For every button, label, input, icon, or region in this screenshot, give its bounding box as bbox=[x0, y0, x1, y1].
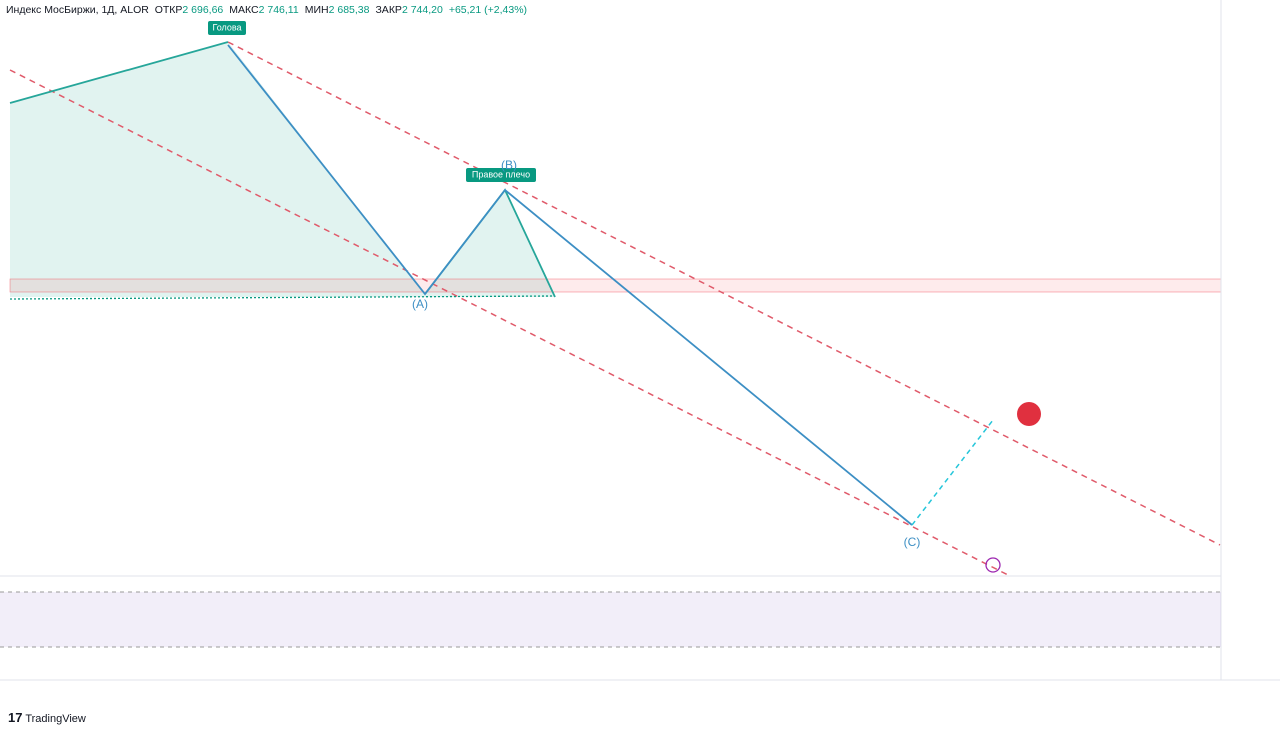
footer: 17 TradingView bbox=[8, 710, 86, 725]
emoji-icon[interactable] bbox=[1017, 402, 1041, 426]
label: МИН bbox=[304, 4, 329, 16]
label: ЗАКР bbox=[375, 4, 402, 16]
label: МАКС bbox=[229, 4, 259, 16]
label-box bbox=[208, 21, 246, 35]
symbol: Индекс МосБиржи, 1Д, ALOR bbox=[6, 4, 149, 16]
channel-upper bbox=[227, 41, 1221, 546]
pattern-fill bbox=[10, 42, 555, 297]
value: 2 696,66 bbox=[182, 4, 224, 16]
label: ОТКР bbox=[154, 4, 183, 16]
wave-line bbox=[227, 44, 913, 526]
channel-lower bbox=[9, 69, 1011, 577]
wave-label: (B) bbox=[501, 158, 517, 172]
label-box bbox=[466, 168, 536, 182]
annotation: Правое плечо bbox=[472, 169, 530, 179]
projection bbox=[911, 419, 994, 526]
event-icon[interactable] bbox=[985, 557, 1001, 573]
logo: 17 bbox=[8, 710, 23, 725]
neckline bbox=[9, 295, 556, 300]
pattern-line bbox=[9, 41, 229, 104]
rsi-band bbox=[0, 592, 1221, 647]
value: 2 685,38 bbox=[328, 4, 370, 16]
annotation: Голова bbox=[212, 22, 241, 32]
wave-label: (A) bbox=[412, 297, 428, 311]
change: +65,21 (+2,43%) bbox=[448, 4, 528, 16]
value: 2 744,20 bbox=[401, 4, 443, 16]
brand: TradingView bbox=[25, 713, 86, 725]
legend: Индекс МосБиржи, 1Д, ALOR ОТКР2 696,66 МА… bbox=[6, 4, 533, 16]
wave-label: (C) bbox=[904, 535, 921, 549]
value: 2 746,11 bbox=[258, 4, 299, 16]
